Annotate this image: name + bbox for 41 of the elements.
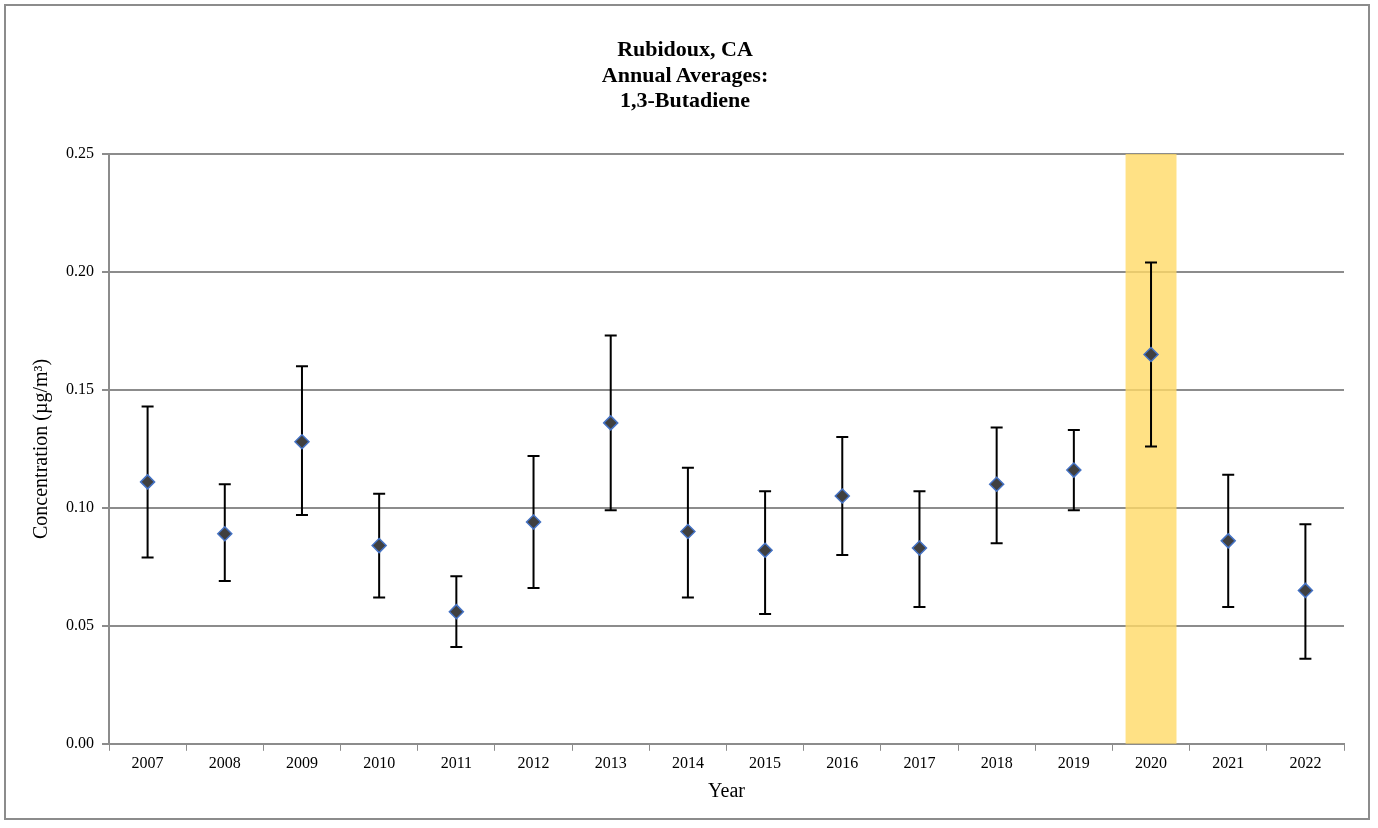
y-tick-label: 0.10: [66, 498, 94, 516]
point: [988, 476, 1005, 492]
point: [1220, 533, 1236, 549]
x-tick-label: 2007: [131, 753, 164, 771]
point: [602, 415, 619, 431]
x-tick-label: 2011: [440, 753, 473, 771]
x-tick-label: 2010: [363, 753, 396, 771]
y-tick-label: 0.20: [66, 262, 94, 280]
x-tick-label: 2012: [517, 753, 550, 771]
x-tick-label: 2015: [749, 753, 782, 771]
point: [1066, 462, 1082, 478]
x-tick-label: 2020: [1135, 753, 1168, 771]
point: [525, 514, 542, 530]
point: [217, 526, 233, 542]
chart-title: Rubidoux, CA Annual Averages: 1,3-Butadiene: [601, 36, 769, 112]
y-tick-label: 0.05: [66, 616, 94, 634]
point: [680, 523, 696, 540]
point: [448, 603, 465, 620]
y-tick-label: 0.00: [66, 734, 94, 751]
x-tick-label: 2014: [671, 753, 704, 771]
point: [371, 537, 387, 554]
x-tick-label: 2018: [980, 753, 1013, 771]
point: [139, 474, 156, 490]
x-tick-label: 2013: [594, 753, 627, 771]
x-tick-label: 2009: [285, 753, 318, 771]
x-tick-label: 2008: [208, 753, 241, 771]
x-tick-label: 2022: [1289, 753, 1322, 771]
point: [911, 540, 928, 556]
y-tick-label: 0.15: [66, 380, 94, 398]
x-tick-label: 2017: [903, 753, 936, 771]
point: [834, 488, 851, 504]
x-tick-label: 2019: [1057, 753, 1090, 771]
point: [1143, 346, 1159, 363]
point: [294, 434, 310, 450]
x-tick-label: 2016: [826, 753, 859, 771]
x-tick-label: 2021: [1212, 753, 1245, 771]
y-axis-title: Concentration (µg/m³): [29, 358, 53, 539]
point: [757, 542, 773, 559]
y-tick-label: 0.25: [66, 144, 94, 162]
point: [1297, 582, 1314, 599]
x-axis-title: Year: [708, 779, 746, 802]
